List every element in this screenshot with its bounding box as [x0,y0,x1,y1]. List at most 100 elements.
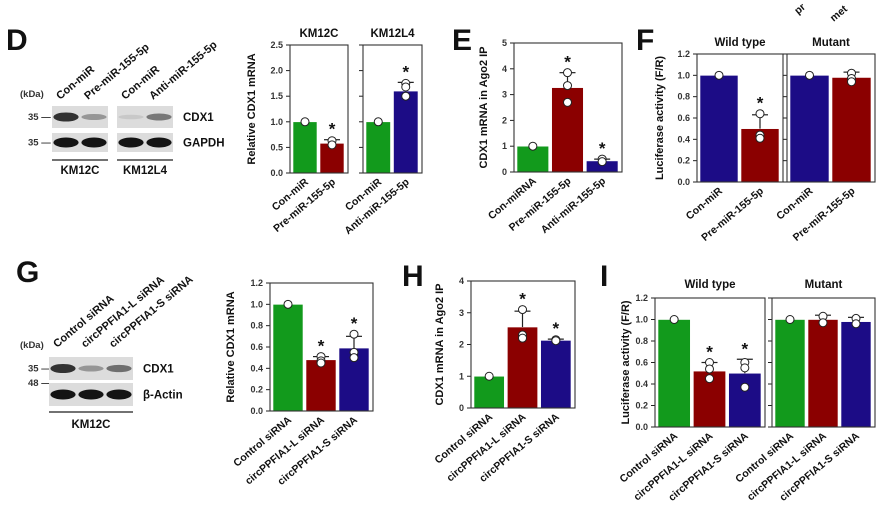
cell-line-label: KM12C [72,419,111,431]
y-tick-label: 4 [459,276,464,286]
protein-band [146,113,172,121]
y-tick-label: 0.0 [270,168,283,178]
panel-letter-i: I [600,260,608,293]
y-tick-label: 0.6 [677,113,690,123]
y-tick-label: 3 [459,308,464,318]
y-tick-label: 0 [459,403,464,413]
y-tick-label: 2 [502,115,507,125]
data-point [597,157,607,167]
panel-letter-d: D [6,24,28,57]
y-tick-label: 0.8 [635,336,648,346]
y-axis-label: Relative CDX1 mRNA [225,291,237,402]
cell-line-label: KM12L4 [123,165,168,177]
protein-band [78,365,104,372]
y-tick-label: 0.0 [677,177,690,187]
data-point [805,70,814,80]
band-label: CDX1 [143,364,174,376]
x-category-label: Control siRNA [617,430,680,486]
y-tick-label: 0.2 [250,385,263,395]
protein-band [50,363,76,374]
y-tick-label: 0.0 [250,406,263,416]
y-tick-label: 1.2 [677,49,690,59]
data-point [563,81,572,91]
subplot-title: KM12L4 [370,28,415,40]
y-axis-label: Luciferase activity (F/R) [620,300,632,424]
y-axis-label: Luciferase activity (F/R) [654,56,666,180]
panel-letter-f: F [636,24,654,57]
y-tick-label: 0.4 [635,379,648,389]
y-tick-label: 1.2 [635,293,648,303]
data-point [818,318,828,328]
y-tick-label: 0.4 [677,134,690,144]
data-point [551,336,561,346]
protein-band [106,364,132,373]
y-tick-label: 0.4 [250,363,263,373]
band-label: GAPDH [183,138,225,150]
bar [657,319,691,428]
bar [807,319,839,428]
protein-band [81,137,107,148]
protein-band [106,389,132,400]
panel-letter-h: H [402,260,424,293]
y-tick-label: 1.0 [250,299,263,309]
molecular-weight-marker: 48 — [28,378,51,389]
bar [831,77,872,183]
significance-asterisk: * [706,343,713,362]
y-axis-label: CDX1 mRNA in Ago2 IP [478,46,490,168]
bar [728,372,762,428]
y-tick-label: 1.2 [250,278,263,288]
data-point [300,117,310,127]
y-tick-label: 0.6 [250,342,263,352]
bar [292,121,318,174]
y-tick-label: 1.5 [270,91,283,101]
plot-frame [513,42,623,173]
data-point [755,109,765,119]
significance-asterisk: * [742,339,749,358]
data-point [349,353,359,363]
y-tick-label: 1.0 [270,117,283,127]
data-point [327,140,337,150]
significance-asterisk: * [757,94,764,113]
cell-line-label: KM12C [61,165,100,177]
plot-frame [269,282,374,412]
y-tick-label: 4 [502,64,507,74]
y-tick-label: 1 [459,371,464,381]
significance-asterisk: * [519,290,526,309]
protein-band [50,389,76,400]
y-tick-label: 0.2 [677,156,690,166]
data-point [563,68,572,78]
chart-panel-f: Luciferase activity (F/R) 0.0 0.2 0.4 0.6 0.8… [654,37,876,244]
bar [393,90,419,174]
band-label: CDX1 [183,112,214,124]
bar [272,304,304,412]
data-point [740,382,750,392]
x-category-label: Con-miR [774,185,816,223]
band-label: β-Actin [143,390,183,402]
bar [774,319,806,428]
blot-strip [117,106,173,128]
subplot: 0.00.51.01.52.02.5KM12CCon-miR*Pre-miR-1… [270,28,349,235]
chart-panel-e: CDX1 mRNA in Ago2 IP012345Con-miRNA*Pre-… [478,38,623,236]
data-point [785,315,795,324]
y-tick-label: 0.8 [250,321,263,331]
data-point [714,70,724,80]
y-tick-label: 0 [502,167,507,177]
chart-panel-g-qpcr: Relative CDX1 mRNA0.00.20.40.60.81.01.2C… [225,278,374,488]
bar [365,121,391,174]
protein-band [146,137,172,148]
y-tick-label: 0.5 [270,142,283,152]
data-point [755,133,765,143]
cutoff-label: pr [792,1,808,17]
data-point [401,91,411,101]
bar [507,326,538,409]
protein-band [81,113,107,121]
plot-frame [654,297,766,428]
subplot-title: Wild type [714,37,765,49]
y-tick-label: 2.0 [270,66,283,76]
significance-asterisk: * [318,337,325,356]
